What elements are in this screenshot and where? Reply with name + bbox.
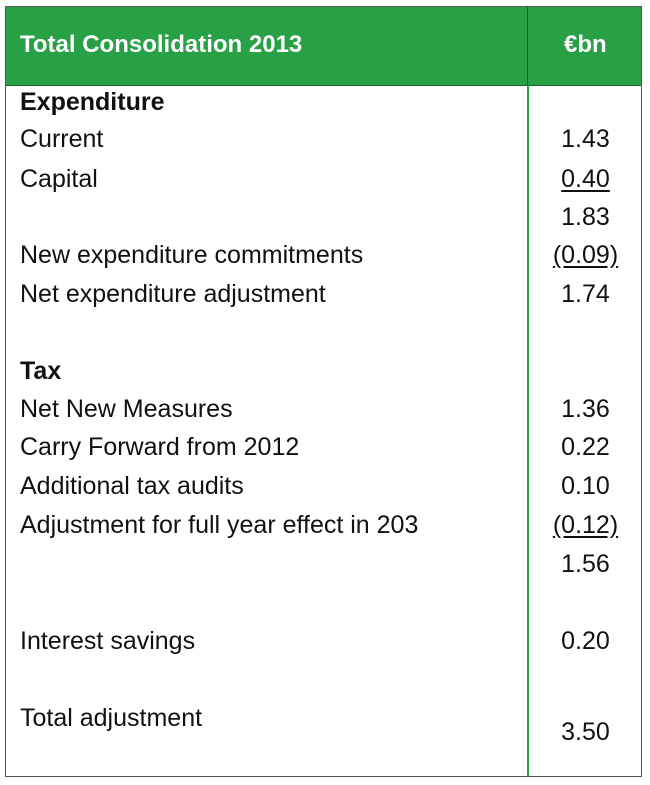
consolidation-table: Total Consolidation 2013 €bn Expenditure…	[5, 6, 642, 777]
row-label: Capital	[20, 165, 98, 193]
header-column-divider	[527, 7, 528, 85]
section-heading: Expenditure	[20, 88, 165, 116]
row-label: Additional tax audits	[20, 472, 244, 500]
table-title: Total Consolidation 2013	[20, 31, 303, 58]
table-row: Capital 0.40	[6, 165, 641, 199]
row-label: Interest savings	[20, 627, 196, 655]
row-value: 1.83	[561, 203, 610, 231]
section-heading: Tax	[20, 357, 62, 385]
table-row: Interest savings 0.20	[6, 627, 641, 661]
row-label: Current	[20, 125, 104, 153]
row-value: 1.56	[561, 550, 610, 578]
row-label: Carry Forward from 2012	[20, 433, 300, 461]
row-value: (0.12)	[552, 511, 619, 539]
table-row: Net expenditure adjustment 1.74	[6, 280, 641, 314]
row-value: 1.36	[561, 395, 610, 423]
table-row: New expenditure commitments (0.09)	[6, 241, 641, 275]
row-value: 0.10	[561, 472, 610, 500]
row-label: New expenditure commitments	[20, 241, 364, 269]
table-row: 1.56	[6, 550, 641, 584]
table-row: Current 1.43	[6, 125, 641, 159]
table-row: Expenditure	[6, 88, 641, 122]
table-row: Carry Forward from 2012 0.22	[6, 433, 641, 467]
table-header: Total Consolidation 2013 €bn	[6, 7, 641, 86]
row-value: 0.20	[561, 627, 610, 655]
table-row: 1.83	[6, 203, 641, 237]
table-row: Adjustment for full year effect in 203 (0…	[6, 511, 641, 545]
row-label: Net expenditure adjustment	[20, 280, 326, 308]
row-label: Total adjustment	[20, 704, 203, 732]
table-row: Net New Measures 1.36	[6, 395, 641, 429]
table-row: Total adjustment 3.50	[6, 704, 641, 746]
table-row: Tax	[6, 357, 641, 391]
row-value: 0.40	[561, 165, 610, 193]
row-value: 1.74	[561, 280, 610, 308]
column-divider	[527, 7, 529, 776]
unit-header: €bn	[564, 31, 607, 58]
row-value: 1.43	[561, 125, 610, 153]
row-label: Adjustment for full year effect in 203	[20, 511, 419, 539]
table-row: Additional tax audits 0.10	[6, 472, 641, 506]
row-value: 3.50	[561, 718, 610, 746]
row-label: Net New Measures	[20, 395, 233, 423]
row-value: (0.09)	[552, 241, 619, 269]
row-value: 0.22	[561, 433, 610, 461]
